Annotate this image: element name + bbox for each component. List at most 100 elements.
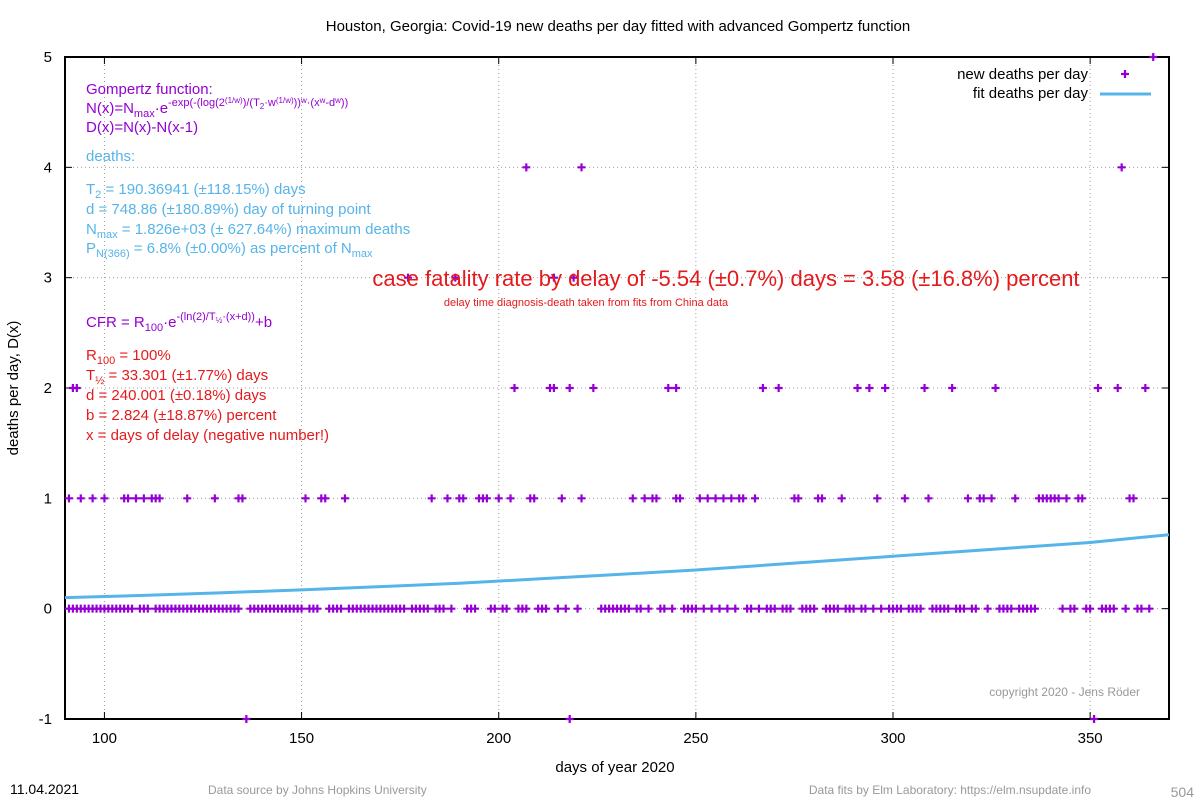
data-point [1094, 384, 1103, 392]
data-point [423, 604, 432, 613]
nx-part: N(x)=N [86, 100, 134, 117]
nx-exp-inv-w: (1/w) [225, 96, 243, 105]
data-point [900, 494, 909, 503]
nx-exp-w: w [334, 96, 341, 105]
data-point [404, 273, 413, 282]
x-tick-label: 100 [92, 730, 117, 747]
data-point [944, 604, 953, 613]
data-point [861, 604, 870, 613]
cfr-sup: -(ln(2)/T [176, 311, 215, 323]
data-point [979, 494, 988, 503]
data-point [569, 273, 578, 282]
data-point [660, 604, 669, 613]
cfr-note: delay time diagnosis-death taken from fi… [444, 297, 729, 309]
data-point [1078, 494, 1087, 503]
cfr-sup: ·(x+d)) [222, 311, 255, 323]
data-point [459, 494, 468, 503]
data-point [916, 604, 925, 613]
data-point [628, 494, 637, 503]
data-point [301, 494, 310, 503]
deaths-parameters: deaths: T2 = 190.36941 (±118.15%) days d… [86, 148, 410, 260]
data-point [754, 604, 763, 613]
data-point [849, 604, 858, 613]
data-point [337, 604, 345, 613]
data-point [1058, 604, 1067, 613]
data-point [881, 384, 890, 392]
nx-exp-sub-2: 2 [260, 102, 265, 111]
data-point [313, 604, 322, 613]
t2-line: T2 = 190.36941 (±118.15%) days [86, 181, 306, 201]
data-point [672, 384, 681, 392]
x-tick-label: 150 [289, 730, 314, 747]
data-point [676, 494, 685, 503]
data-point [549, 384, 558, 392]
nx-exp: )) [294, 97, 301, 109]
data-point [959, 604, 968, 613]
legend: new deaths per day fit deaths per day [957, 66, 1151, 102]
nx-exp-w: w [319, 96, 326, 105]
nx-exp: )/(T [243, 97, 260, 109]
nx-formula: N(x)=Nmax·e-exp(-(log(2(1/w))/(T2·w(1/w)… [86, 96, 348, 120]
thalf-part: T [86, 367, 95, 384]
nx-exp: ·(x [307, 97, 320, 109]
data-point [691, 604, 700, 613]
data-point [242, 715, 251, 723]
y-tick-label: 5 [44, 49, 52, 66]
data-point [963, 494, 972, 503]
data-point [64, 494, 73, 503]
data-point [636, 604, 645, 613]
pn-sub-max: max [352, 248, 373, 260]
y-axis-label: deaths per day, D(x) [5, 321, 22, 456]
data-point [774, 384, 783, 392]
data-point [234, 604, 243, 613]
nmax-sub: max [97, 229, 118, 241]
gompertz-annotation: Gompertz function: N(x)=Nmax·e-exp(-(log… [86, 81, 348, 136]
thalf-line: T½ = 33.301 (±1.77%) days [86, 367, 268, 387]
data-point [76, 494, 85, 503]
data-point [1030, 604, 1039, 613]
data-point [699, 604, 708, 613]
data-point [711, 494, 720, 503]
data-point [530, 494, 539, 503]
data-point [747, 604, 756, 613]
data-point [853, 384, 862, 392]
data-point [896, 604, 905, 613]
data-point [1141, 384, 1150, 392]
x-axis-label: days of year 2020 [555, 759, 674, 776]
data-point [668, 604, 677, 613]
data-point [1121, 604, 1130, 613]
data-point [794, 494, 803, 503]
cfr-part: CFR = R [86, 314, 145, 331]
nx-sub-max: max [134, 108, 155, 120]
data-point [340, 494, 349, 503]
data-point [1090, 715, 1099, 723]
deaths-points-series [64, 53, 1158, 723]
footer-source: Data source by Johns Hopkins University [208, 783, 427, 797]
nx-exp: -exp(-(log(2 [168, 97, 225, 109]
legend-marker-points [1121, 70, 1129, 78]
data-point [573, 604, 582, 613]
data-point [751, 494, 759, 503]
r100-sub: 100 [97, 355, 115, 367]
pn-part: = 6.8% (±0.00%) as percent of N [130, 240, 352, 257]
cfr-part: +b [255, 314, 272, 331]
data-point [624, 604, 633, 613]
footer-fits: Data fits by Elm Laboratory: https://elm… [809, 783, 1091, 797]
cfr-parameters: R100 = 100% T½ = 33.301 (±1.77%) days d … [86, 347, 329, 444]
cfr-headline: case fatality rate by delay of -5.54 (±0… [372, 266, 1079, 291]
data-point [971, 604, 980, 613]
r100-part: = 100% [115, 347, 170, 364]
data-point [1086, 604, 1095, 613]
data-point [644, 604, 653, 613]
data-point [1137, 604, 1146, 613]
data-point [873, 494, 882, 503]
data-point [427, 494, 436, 503]
data-point [297, 604, 306, 613]
t2-sub: 2 [95, 189, 101, 201]
nmax-part: = 1.826e+03 (± 627.64%) maximum deaths [118, 221, 411, 238]
data-point [439, 604, 448, 613]
fit-line-series [64, 533, 1170, 600]
data-point [707, 604, 716, 613]
data-point [640, 494, 649, 503]
pn-line: PN(366) = 6.8% (±0.00%) as percent of Nm… [86, 240, 373, 260]
